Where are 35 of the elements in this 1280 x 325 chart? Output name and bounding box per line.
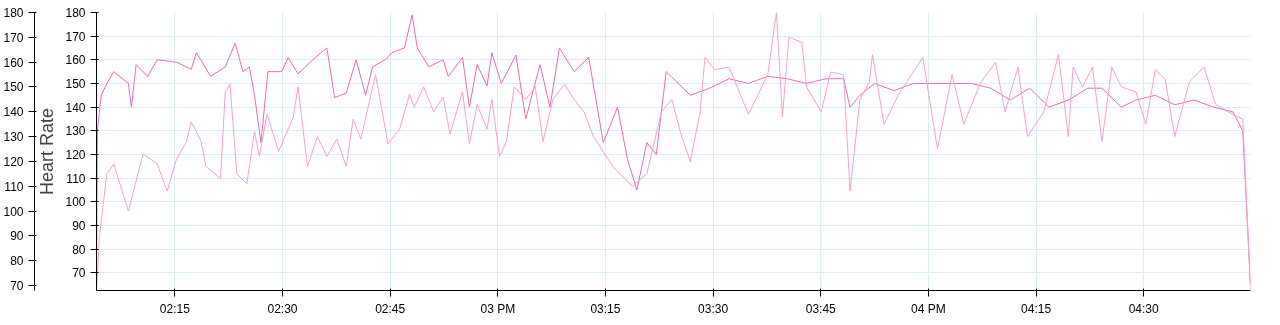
y2-tick-label: 180 bbox=[3, 6, 24, 20]
y2-tick-label: 160 bbox=[3, 55, 24, 70]
y-tick-label: 160 bbox=[65, 53, 86, 68]
y-tick-label: 100 bbox=[65, 195, 86, 210]
y-tick-label: 140 bbox=[65, 100, 86, 115]
x-tick-label: 02:45 bbox=[375, 301, 406, 316]
y2-tick-label: 120 bbox=[3, 154, 24, 169]
x-tick-label: 03 PM bbox=[480, 301, 516, 316]
x-tick-label: 02:30 bbox=[267, 301, 298, 316]
x-tick-label: 03:30 bbox=[698, 301, 729, 316]
y-tick-label: 170 bbox=[65, 29, 86, 44]
y2-tick-label: 150 bbox=[3, 80, 24, 95]
x-tick-label: 04:30 bbox=[1128, 301, 1160, 316]
y-tick-label: 80 bbox=[72, 242, 86, 257]
y2-tick-label: 80 bbox=[10, 254, 24, 269]
x-tick-label: 03:45 bbox=[805, 301, 837, 316]
x-tick-label: 03:15 bbox=[590, 301, 621, 316]
x-tick-label: 02:15 bbox=[159, 301, 191, 316]
y-tick-label: 150 bbox=[65, 76, 86, 91]
x-tick-label: 04 PM bbox=[911, 301, 946, 316]
y2-tick-label: 70 bbox=[10, 279, 24, 294]
y-tick-label: 90 bbox=[72, 218, 86, 233]
y-tick-label: 130 bbox=[65, 124, 86, 139]
y2-tick-label: 130 bbox=[3, 130, 24, 145]
y-tick-label: 70 bbox=[72, 266, 86, 281]
y-tick-label: 120 bbox=[65, 147, 86, 162]
y-tick-label: 110 bbox=[66, 171, 86, 186]
y2-tick-label: 90 bbox=[10, 229, 24, 244]
y2-tick-label: 140 bbox=[3, 105, 24, 120]
y2-tick-label: 100 bbox=[3, 204, 24, 219]
y-axis-title: Heart Rate bbox=[37, 107, 58, 196]
y-tick-label: 180 bbox=[65, 6, 86, 20]
x-tick-label: 04:15 bbox=[1021, 301, 1052, 316]
y2-tick-label: 170 bbox=[3, 30, 24, 45]
y2-tick-label: 110 bbox=[4, 179, 24, 194]
